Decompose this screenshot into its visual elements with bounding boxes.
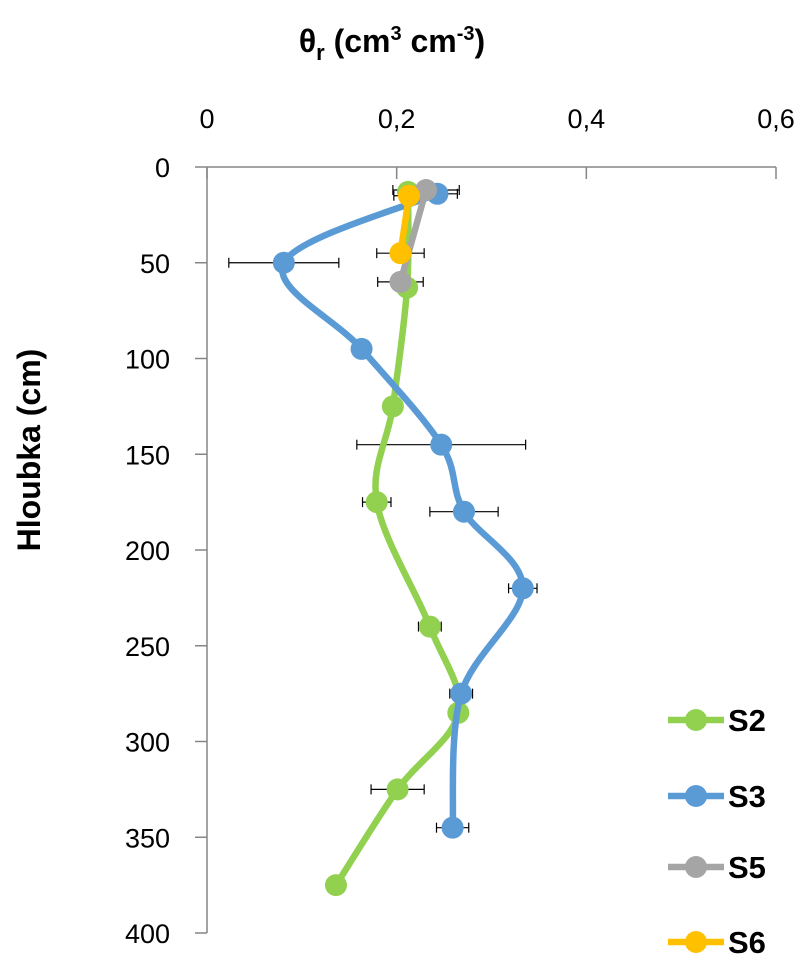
legend-item-s2: S2 <box>668 703 766 738</box>
legend-swatch-marker <box>685 931 707 953</box>
y-tick-label: 0 <box>155 153 170 183</box>
data-point-s6 <box>397 184 420 207</box>
data-point-s3 <box>452 500 475 523</box>
legend-label: S5 <box>728 850 766 885</box>
y-axis-title: Hloubka (cm) <box>11 349 47 552</box>
legend: S2 S3 S5 S6 <box>668 703 766 960</box>
legend-label: S6 <box>728 925 766 958</box>
x-tick-label: 0 <box>199 104 214 134</box>
y-tick-label: 200 <box>125 536 170 566</box>
series-line-s5 <box>397 186 430 286</box>
data-point-s6 <box>389 242 412 265</box>
data-point-s3 <box>350 337 373 360</box>
legend-item-s6: S6 <box>668 925 766 960</box>
x-axis-title-unit-open: (cm <box>325 23 391 59</box>
x-tick-label: 0,6 <box>757 104 795 134</box>
data-point-s3 <box>430 433 453 456</box>
y-tick-label: 300 <box>125 728 170 758</box>
data-point-s2 <box>365 491 388 514</box>
legend-label: S3 <box>728 779 766 814</box>
data-point-s3 <box>511 577 534 600</box>
legend-item-s5: S5 <box>668 850 766 885</box>
data-point-s2 <box>418 615 441 638</box>
legend-swatch-marker <box>685 785 707 807</box>
data-point-s2 <box>386 778 409 801</box>
y-tick-label: 50 <box>140 249 170 279</box>
data-point-s5 <box>415 178 438 201</box>
x-axis-title-symbol: θ <box>299 23 316 59</box>
x-axis-title-subscript: r <box>316 40 325 65</box>
y-tick-label: 150 <box>125 440 170 470</box>
x-tick-label: 0,2 <box>378 104 416 134</box>
data-point-s3 <box>272 251 295 274</box>
series <box>272 178 534 897</box>
legend-swatch-marker <box>685 709 707 731</box>
x-axis-title-sup1: 3 <box>390 23 401 45</box>
y-tick-label: 350 <box>125 823 170 853</box>
y-tick-label: 100 <box>125 345 170 375</box>
legend-swatch-marker <box>685 856 707 878</box>
data-point-s2 <box>324 874 347 897</box>
x-axis-title-unit-close: ) <box>475 23 486 59</box>
x-axis-title-unit-mid: cm <box>402 23 457 59</box>
legend-label: S2 <box>728 703 766 738</box>
legend-item-s3: S3 <box>668 779 766 814</box>
x-tick-label: 0,4 <box>568 104 606 134</box>
data-point-s2 <box>381 395 404 418</box>
data-point-s3 <box>441 816 464 839</box>
x-axis-title-sup2: -3 <box>457 23 475 45</box>
x-axis-title: θr (cm3 cm-3) <box>299 23 485 65</box>
data-point-s5 <box>389 270 412 293</box>
y-tick-label: 250 <box>125 632 170 662</box>
data-point-s3 <box>450 682 473 705</box>
y-tick-label: 400 <box>125 919 170 949</box>
x-axis-title-text: θr (cm3 cm-3) <box>299 23 485 65</box>
axes: 0 0,2 0,4 0,6 0 50 100 150 200 250 300 350 400 <box>125 104 795 949</box>
